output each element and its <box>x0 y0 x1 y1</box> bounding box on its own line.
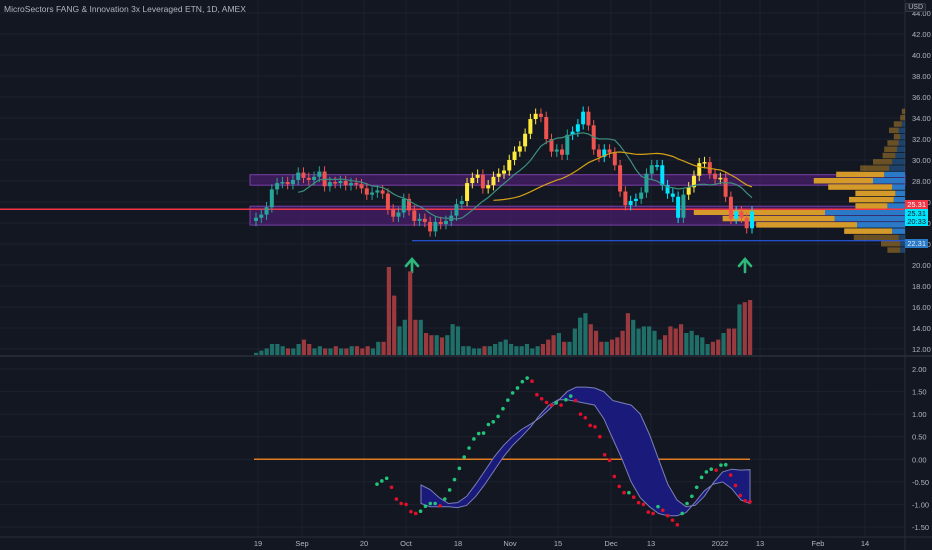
svg-text:12.00: 12.00 <box>912 345 931 354</box>
svg-text:-1.50: -1.50 <box>912 523 929 532</box>
svg-text:Feb: Feb <box>812 539 825 548</box>
low-price-tag-blue: 22.31 <box>905 239 928 248</box>
oscillator-axis[interactable]: 2.00 1.50 1.00 0.50 0.00 -0.50 -1.00 -1.50 <box>912 365 929 532</box>
svg-text:16.00: 16.00 <box>912 303 931 312</box>
svg-text:30.00: 30.00 <box>912 156 931 165</box>
svg-text:0.00: 0.00 <box>912 455 927 464</box>
volume-profile <box>693 108 905 253</box>
svg-text:36.00: 36.00 <box>912 93 931 102</box>
svg-text:14.00: 14.00 <box>912 324 931 333</box>
svg-text:-1.00: -1.00 <box>912 500 929 509</box>
time-axis[interactable]: 19 Sep 20 Oct 18 Nov 15 Dec 13 2022 13 Feb 14 <box>254 539 869 548</box>
oscillator-band <box>420 386 751 517</box>
last-price-tag-red: 25.31 <box>905 200 928 209</box>
svg-text:13: 13 <box>756 539 764 548</box>
svg-text:20: 20 <box>360 539 368 548</box>
svg-text:-0.50: -0.50 <box>912 478 929 487</box>
svg-text:0.50: 0.50 <box>912 433 927 442</box>
svg-text:1.50: 1.50 <box>912 388 927 397</box>
last-price-tag-cyan: 25.31 <box>905 209 928 218</box>
svg-text:38.00: 38.00 <box>912 72 931 81</box>
svg-text:14: 14 <box>861 539 869 548</box>
svg-text:2.00: 2.00 <box>912 365 927 374</box>
up-arrow-icon <box>737 257 753 274</box>
svg-text:32.00: 32.00 <box>912 135 931 144</box>
svg-text:20.00: 20.00 <box>912 261 931 270</box>
chart-title: MicroSectors FANG & Innovation 3x Levera… <box>4 4 246 14</box>
svg-text:Nov: Nov <box>503 539 517 548</box>
svg-text:28.00: 28.00 <box>912 177 931 186</box>
svg-text:40.00: 40.00 <box>912 51 931 60</box>
svg-text:2022: 2022 <box>712 539 729 548</box>
svg-text:34.00: 34.00 <box>912 114 931 123</box>
currency-label[interactable]: USD <box>905 3 926 12</box>
price-axis[interactable]: 44.00 42.00 40.00 38.00 36.00 34.00 32.00 30.00… <box>912 9 931 354</box>
bar-countdown: 20:33 <box>905 217 928 226</box>
svg-text:18: 18 <box>454 539 462 548</box>
svg-text:42.00: 42.00 <box>912 30 931 39</box>
ma-slow <box>493 151 753 201</box>
svg-text:15: 15 <box>554 539 562 548</box>
svg-text:44.00: 44.00 <box>912 9 931 18</box>
svg-text:1.00: 1.00 <box>912 410 927 419</box>
candles <box>254 106 754 237</box>
svg-text:18.00: 18.00 <box>912 282 931 291</box>
ma-fast <box>298 132 753 220</box>
svg-text:Dec: Dec <box>604 539 618 548</box>
oscillator-dots <box>375 376 752 527</box>
up-arrow-icon <box>404 257 420 274</box>
svg-text:13: 13 <box>647 539 655 548</box>
volume-bars <box>254 267 753 355</box>
svg-text:Sep: Sep <box>295 539 308 548</box>
svg-text:Oct: Oct <box>400 539 413 548</box>
svg-text:19: 19 <box>254 539 262 548</box>
